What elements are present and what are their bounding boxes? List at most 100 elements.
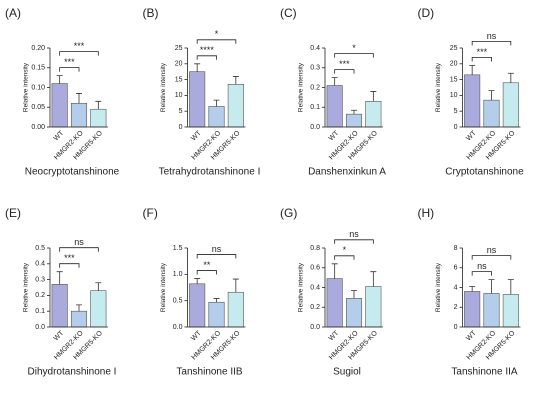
error-bar: [232, 278, 239, 293]
y-tick-label: 0.8: [310, 245, 320, 252]
significance-bracket: [196, 254, 237, 259]
y-tick-label: 15: [175, 76, 183, 83]
y-axis-label: Relative intensity: [435, 62, 442, 112]
y-tick-label: 0.1: [35, 308, 45, 315]
error-bar: [370, 91, 377, 102]
y-tick-label: 0.4: [35, 261, 45, 268]
x-tick-label: WT: [465, 329, 478, 342]
y-tick-label: 1.5: [173, 245, 183, 252]
significance-bracket: [59, 51, 99, 56]
significance-label: *: [215, 29, 219, 39]
bar: [208, 106, 225, 128]
error-bar: [331, 77, 338, 86]
y-tick-label: 25: [175, 45, 183, 52]
y-tick-label: 5: [454, 108, 458, 115]
error-bar: [56, 271, 63, 285]
y-tick-label: 25: [450, 45, 458, 52]
y-tick-label: 10: [175, 92, 183, 99]
bar: [70, 103, 88, 128]
error-bar: [488, 90, 495, 101]
y-tick-label: 0: [454, 324, 458, 331]
error-bar: [488, 279, 495, 294]
y-tick-label: 0.3: [310, 65, 320, 72]
y-tick-label: 8: [454, 245, 458, 252]
significance-label: ns: [487, 245, 497, 255]
error-bar: [213, 298, 220, 303]
y-tick-label: 0.00: [31, 124, 45, 131]
y-tick-label: 0.15: [31, 65, 45, 72]
error-bar: [351, 290, 357, 299]
error-bar: [469, 64, 476, 75]
chart-title: Cryptotanshinone: [445, 167, 524, 178]
significance-bracket: [196, 270, 217, 275]
significance-bracket: [471, 255, 512, 260]
significance-bracket: [334, 239, 374, 244]
y-tick-label: 0.4: [310, 45, 320, 52]
x-tick-label: WT: [328, 129, 341, 142]
panel-label: (G): [280, 206, 297, 220]
significance-bracket: [59, 67, 80, 72]
bar: [502, 82, 519, 128]
error-bar: [213, 99, 220, 107]
y-tick-label: 0.0: [310, 124, 320, 131]
y-axis-label: Relative intensity: [298, 62, 305, 112]
bar: [51, 284, 68, 328]
bar: [365, 286, 382, 328]
significance-bracket: [334, 255, 355, 260]
y-axis-label: Relative intensity: [23, 262, 30, 312]
significance-label: ****: [200, 45, 215, 55]
y-axis-label: Relative intensity: [435, 262, 442, 312]
chart-title: Dihydrotanshinone I: [28, 367, 117, 378]
x-tick-label: WT: [328, 329, 341, 342]
y-axis-label: Relative intensity: [160, 62, 167, 112]
error-bar: [370, 271, 377, 287]
error-bar: [194, 278, 201, 284]
y-tick-label: 0.20: [31, 45, 45, 52]
chart-title: Tetrahydrotanshinone I: [159, 167, 261, 178]
error-bar: [507, 279, 514, 295]
error-bar: [95, 100, 102, 110]
panel-label: (D): [418, 6, 435, 20]
y-tick-label: 0.2: [310, 84, 320, 91]
y-tick-label: 0.0: [173, 324, 183, 331]
bar: [502, 294, 519, 328]
y-tick-label: 5: [179, 108, 183, 115]
y-axis-label: Relative intensity: [298, 262, 305, 312]
panel-label: (C): [280, 6, 297, 20]
y-tick-label: 0.2: [310, 304, 320, 311]
significance-label: ns: [212, 244, 222, 254]
error-bar: [56, 75, 63, 84]
x-tick-label: WT: [190, 129, 203, 142]
chart-title: Tanshinone IIA: [451, 367, 517, 378]
bar: [189, 71, 206, 128]
chart-title: Neocryptotanshinone: [25, 167, 120, 178]
bar: [483, 293, 500, 328]
x-tick-label: WT: [465, 129, 478, 142]
significance-bracket: [59, 263, 80, 268]
x-tick-label: WT: [53, 329, 66, 342]
significance-bracket: [196, 39, 237, 44]
bar: [70, 310, 88, 328]
bar: [90, 108, 107, 128]
y-tick-label: 6: [454, 265, 458, 272]
significance-label: ***: [64, 57, 75, 67]
bar: [90, 290, 107, 328]
bar: [208, 301, 225, 328]
significance-bracket: [59, 247, 99, 252]
bar: [326, 278, 343, 328]
significance-label: ns: [477, 261, 487, 271]
significance-label: *: [352, 43, 356, 53]
y-tick-label: 0.5: [35, 245, 45, 252]
x-tick-label: WT: [190, 329, 203, 342]
y-tick-label: 4: [454, 284, 458, 291]
y-tick-label: 10: [450, 92, 458, 99]
bar: [189, 283, 206, 328]
y-tick-label: 0.05: [31, 104, 45, 111]
chart-title: Tanshinone IIB: [176, 367, 242, 378]
y-tick-label: 0.5: [173, 298, 183, 305]
y-tick-label: 1.0: [173, 271, 183, 278]
bar: [365, 101, 382, 128]
y-tick-label: 0.10: [31, 84, 45, 91]
panel-label: (F): [143, 206, 158, 220]
significance-bracket: [471, 56, 492, 62]
